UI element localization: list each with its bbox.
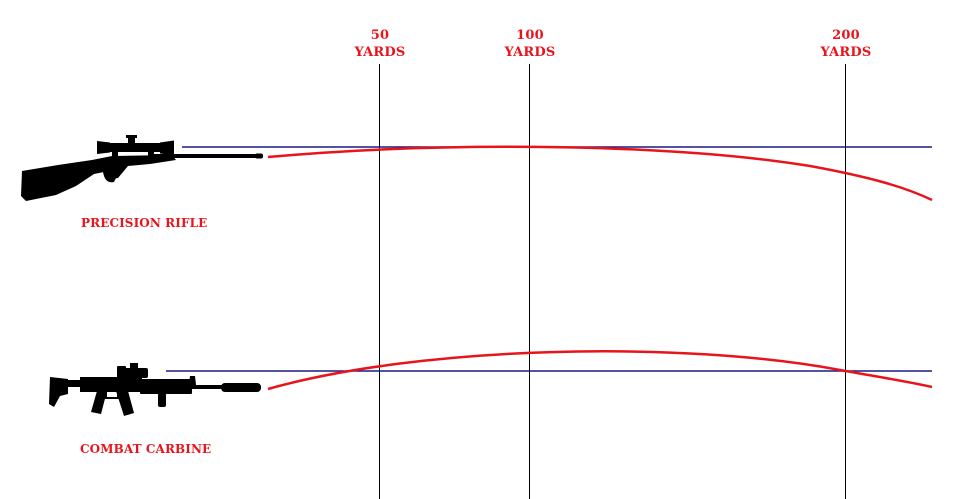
distance-label-200: 200 YARDS xyxy=(806,27,886,61)
distance-value-100: 100 xyxy=(516,28,544,43)
distance-unit-100: YARDS xyxy=(504,45,556,60)
combat-carbine-label: COMBAT CARBINE xyxy=(80,442,212,456)
distance-label-50: 50 YARDS xyxy=(340,27,420,61)
trajectory-combat-carbine xyxy=(267,350,933,391)
carbine-silhouette xyxy=(49,363,261,416)
trajectory-precision-rifle xyxy=(267,145,933,202)
distance-unit-200: YARDS xyxy=(820,45,872,60)
distance-value-200: 200 xyxy=(832,28,860,43)
distance-label-100: 100 YARDS xyxy=(490,27,570,61)
bolt-action-rifle-silhouette xyxy=(21,135,263,201)
distance-value-50: 50 xyxy=(370,28,390,43)
distance-unit-50: YARDS xyxy=(354,45,406,60)
precision-rifle-label: PRECISION RIFLE xyxy=(81,216,208,230)
